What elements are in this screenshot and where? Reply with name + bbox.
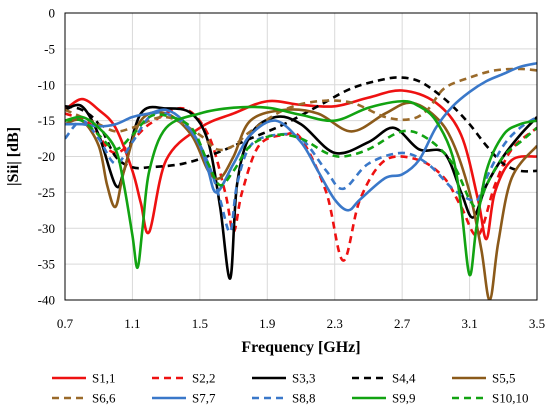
y-tick-label: -10 xyxy=(38,77,55,92)
x-tick-label: 3.1 xyxy=(461,316,477,331)
plot-series xyxy=(65,61,537,300)
legend: S1,1 S2,2 S3,3 S4,4 S5,5 S6,6 S7,7 S8,8 S9,9 S10,… xyxy=(52,371,528,406)
x-tick-label: 2.7 xyxy=(394,316,411,331)
y-tick-label: -20 xyxy=(38,149,55,164)
series-line-S2-2 xyxy=(65,106,537,262)
y-tick-label: -40 xyxy=(38,293,55,308)
y-tick-label: 0 xyxy=(49,6,56,21)
legend-label: S8,8 xyxy=(292,391,315,406)
y-tick-label: -15 xyxy=(38,113,55,128)
series-line-S5-5 xyxy=(65,101,537,300)
series-line-S4-4 xyxy=(65,76,537,173)
x-tick-labels: 0.7 1.1 1.5 1.9 2.3 2.7 3.1 3.5 xyxy=(57,316,545,331)
series-line-S1-1 xyxy=(65,89,537,241)
legend-label: S5,5 xyxy=(492,371,515,386)
legend-label: S4,4 xyxy=(392,371,416,386)
x-tick-label: 1.9 xyxy=(259,316,275,331)
series-line-S9-9 xyxy=(65,99,537,277)
plot-frame xyxy=(64,12,538,301)
y-tick-labels: 0 -5 -10 -15 -20 -25 -30 -35 -40 xyxy=(38,6,55,308)
y-tick-label: -35 xyxy=(38,257,55,272)
legend-label: S3,3 xyxy=(292,371,315,386)
legend-label: S2,2 xyxy=(192,371,215,386)
legend-label: S9,9 xyxy=(392,391,415,406)
x-tick-label: 1.5 xyxy=(192,316,208,331)
x-axis-title: Frequency [GHz] xyxy=(241,339,360,356)
x-tick-label: 0.7 xyxy=(57,316,74,331)
y-tick-label: -5 xyxy=(44,41,55,56)
legend-label: S1,1 xyxy=(92,371,115,386)
x-tick-label: 1.1 xyxy=(124,316,140,331)
y-tick-label: -30 xyxy=(38,221,55,236)
series-line-S10-10 xyxy=(65,113,537,209)
y-tick-label: -25 xyxy=(38,185,55,200)
series-line-S7-7 xyxy=(65,61,537,212)
y-axis-title: |Sii| [dB] xyxy=(5,127,22,186)
legend-label: S10,10 xyxy=(492,391,528,406)
legend-label: S7,7 xyxy=(192,391,216,406)
series-line-S6-6 xyxy=(65,67,537,152)
x-tick-label: 3.5 xyxy=(529,316,545,331)
legend-label: S6,6 xyxy=(92,391,116,406)
x-tick-label: 2.3 xyxy=(327,316,343,331)
